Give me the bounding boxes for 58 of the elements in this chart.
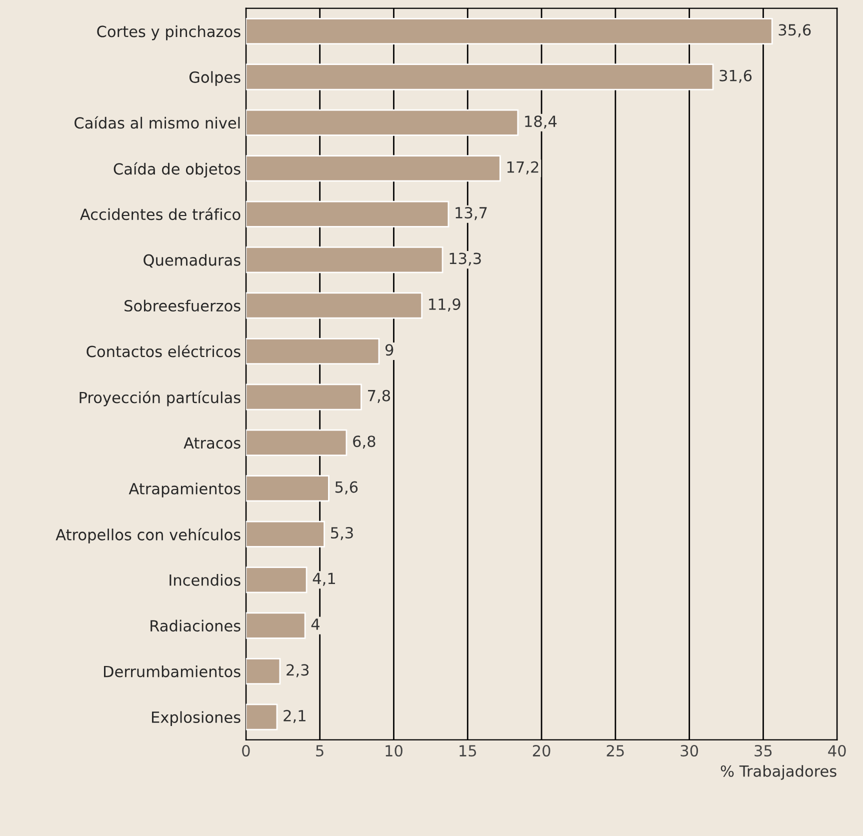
x-tick-label: 25 [606, 744, 624, 757]
x-tick-label: 40 [828, 744, 846, 757]
bar [246, 704, 278, 730]
data-label: 5,6 [335, 481, 358, 494]
bar [246, 200, 450, 228]
bar [246, 155, 501, 182]
y-tick-label: Explosiones [152, 711, 240, 726]
y-tick-label: Cortes y pinchazos [97, 25, 240, 40]
y-tick-label: Sobreesfuerzos [124, 300, 240, 312]
data-label: 35,6 [778, 24, 811, 38]
y-tick-label: Contactos eléctricos [86, 344, 240, 358]
data-label: 2,3 [286, 664, 309, 678]
bar [246, 64, 714, 90]
x-axis-title: % Trabajadores [720, 765, 836, 780]
y-tick-label: Atrapamientos [128, 482, 240, 498]
y-tick-label: Golpes [189, 71, 240, 86]
x-tick-label: 35 [754, 744, 772, 757]
y-tick-label: Proyección partículas [80, 390, 240, 406]
y-tick-label: Caídas al mismo nivel [74, 116, 240, 129]
bar [246, 475, 330, 502]
y-tick-label: Caída de objetos [114, 162, 240, 178]
bar [246, 292, 423, 319]
data-label: 17,2 [507, 161, 538, 174]
data-label: 13,7 [456, 206, 487, 220]
y-tick-label: Radiaciones [150, 620, 240, 632]
y-tick-label: Incendios [170, 574, 240, 586]
data-label: 18,4 [525, 116, 557, 129]
bar [246, 429, 348, 456]
data-label: 31,6 [720, 70, 752, 83]
x-tick-label: 5 [316, 745, 324, 757]
bar [246, 338, 380, 365]
data-label: 11,9 [429, 298, 460, 312]
bar [246, 18, 773, 44]
data-label: 2,1 [284, 710, 306, 723]
bar [246, 246, 444, 274]
x-tick-label: 30 [680, 744, 698, 757]
y-tick-label: Derrumbamientos [104, 665, 240, 678]
bar [246, 520, 325, 548]
data-label: 6,8 [353, 436, 376, 449]
bar [246, 109, 519, 136]
y-tick-label: Accidentes de tráfico [80, 208, 240, 220]
x-tick-label: 10 [386, 744, 402, 757]
data-label: 4,1 [312, 572, 335, 586]
bar [246, 566, 308, 594]
y-tick-label: Quemaduras [144, 254, 240, 268]
data-label: 7,8 [368, 390, 390, 403]
x-tick-label: 0 [242, 744, 250, 757]
data-label: 9 [385, 344, 394, 356]
y-tick-label: Atracos [184, 437, 240, 449]
bar [246, 384, 362, 410]
x-tick-label: 20 [532, 744, 550, 757]
data-label: 13,3 [450, 252, 481, 266]
x-tick-label: 15 [460, 745, 476, 757]
data-label: 5,3 [331, 527, 353, 540]
bar [246, 658, 281, 685]
data-label: 4 [311, 618, 320, 630]
bar [246, 612, 306, 639]
y-tick-label: Atropellos con vehículos [56, 528, 240, 544]
